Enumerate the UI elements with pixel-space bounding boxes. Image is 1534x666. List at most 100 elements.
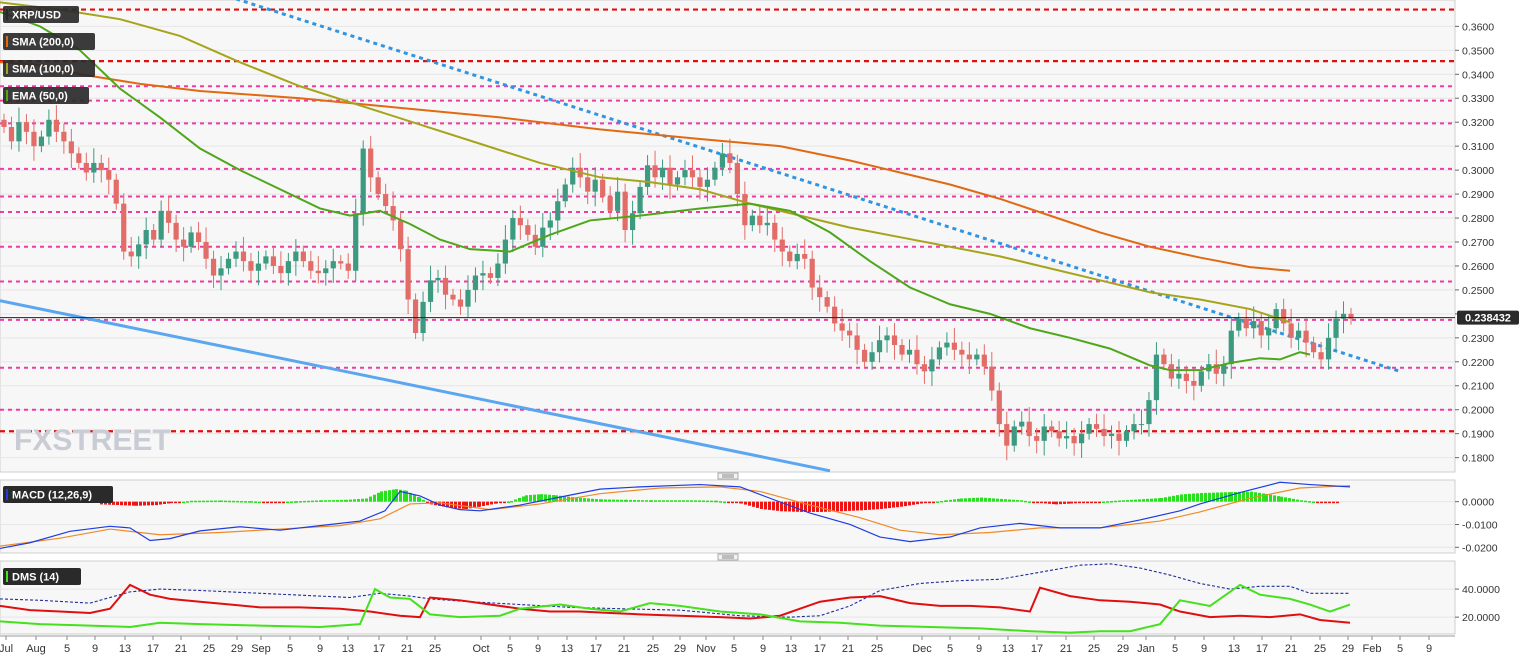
macd-histogram-bar [315,500,318,502]
candle-body [166,210,172,223]
candle-body [974,354,980,360]
macd-histogram-bar [1200,493,1203,502]
candle-body [712,167,718,180]
macd-histogram-bar [262,501,265,504]
macd-lines [0,481,1351,550]
candle-body [1093,424,1100,429]
macd-histogram-bar [518,497,521,502]
macd-histogram-bar [662,500,665,502]
legend-tag-bg [3,87,89,104]
candle-body [218,268,224,276]
macd-histogram-bar [1086,501,1089,504]
macd-legend-label: MACD (12,26,9) [12,490,92,502]
macd-histogram-bar [820,501,823,512]
macd-histogram-bar [694,500,697,502]
candle-body [121,203,127,252]
macd-histogram-bar [637,500,640,502]
macd-histogram-bar [1052,501,1055,505]
macd-histogram-bar [186,501,189,503]
price-axis-tick: 0.3400 [1462,69,1494,81]
macd-histogram-bar [670,500,673,502]
macd-histogram-bar [583,498,586,502]
candle-body [1011,426,1017,446]
candle-body [1236,318,1242,331]
macd-histogram-bar [776,501,779,511]
macd-histogram-bar [1336,501,1339,504]
macd-histogram-bar [1150,498,1153,502]
macd-histogram-bar [108,501,111,505]
candle-body [861,349,868,362]
candle-body [652,165,658,178]
candle-body [1198,371,1204,386]
macd-histogram-bar [796,501,799,512]
x-axis-tick: 9 [535,643,541,655]
x-axis-tick: Feb [1363,643,1382,655]
candle-body [525,225,531,235]
macd-histogram-bar [702,500,705,503]
candle-body [1191,380,1197,386]
macd-histogram-bar [473,501,476,508]
candle-body [772,222,778,240]
macd-histogram-bar [135,501,138,506]
candle-body [472,275,479,290]
candle-body [1146,400,1152,425]
macd-histogram-bar [1063,501,1066,504]
macd-histogram-bar [1273,495,1276,502]
macd-histogram-bar [274,501,277,504]
macd-histogram-bar [120,501,123,506]
candle-body [1325,337,1332,360]
macd-histogram-bar [399,489,402,502]
candle-body [487,273,494,278]
pane-resize-handle-2[interactable] [717,553,739,561]
candle-body [779,239,785,252]
candle-body [891,335,898,346]
macd-histogram-bar [299,501,302,503]
price-axis-tick: 0.2200 [1462,357,1494,369]
candle-body [734,162,740,195]
macd-histogram-bar [1324,501,1327,504]
macd-histogram-bar [258,501,261,504]
candle-body [704,179,711,187]
candle-body [323,268,329,274]
macd-histogram-bar [1212,492,1215,502]
macd-histogram-bar [332,500,335,502]
candle-body [128,251,134,257]
dms-legend-bg [3,568,81,585]
x-axis-tick: 21 [401,643,413,655]
x-axis-tick: Jan [1137,643,1155,655]
x-axis-tick: 21 [618,643,630,655]
macd-histogram-bar [620,499,623,502]
macd-plot-area [0,479,1456,554]
candle-body [1213,364,1219,374]
candle-body [278,265,284,274]
candle-body [607,196,613,211]
macd-histogram-bar [1312,501,1315,504]
candle-body [1340,313,1347,319]
macd-histogram-bar [1242,491,1245,502]
candle-body [659,167,666,178]
macd-histogram-bar [104,501,107,505]
macd-histogram-bar [608,499,611,502]
candle-body [353,213,359,271]
macd-histogram-bar [495,501,498,504]
macd-histogram-bar [1208,492,1211,502]
macd-histogram-bar [864,501,867,511]
dms-legend-swatch [6,571,8,582]
macd-histogram-bar [1188,493,1191,502]
macd-histogram-bar [369,496,372,502]
macd-histogram-bar [744,501,747,505]
legend-swatch [6,90,8,101]
macd-histogram-bar [1106,501,1109,503]
x-axis-tick: 29 [1342,643,1354,655]
trend-line-descending-support [0,299,831,473]
candle-body [442,277,449,295]
macd-histogram-bar [139,501,142,506]
macd-histogram-bar [1074,501,1077,504]
macd-histogram-bar [735,501,738,504]
macd-legend-bg [3,486,113,503]
x-axis-tick: 5 [507,643,513,655]
pane-resize-handle-1[interactable] [717,472,739,480]
macd-histogram-bar [1098,501,1101,504]
macd-histogram-bar [896,501,899,508]
candle-body [293,251,299,262]
